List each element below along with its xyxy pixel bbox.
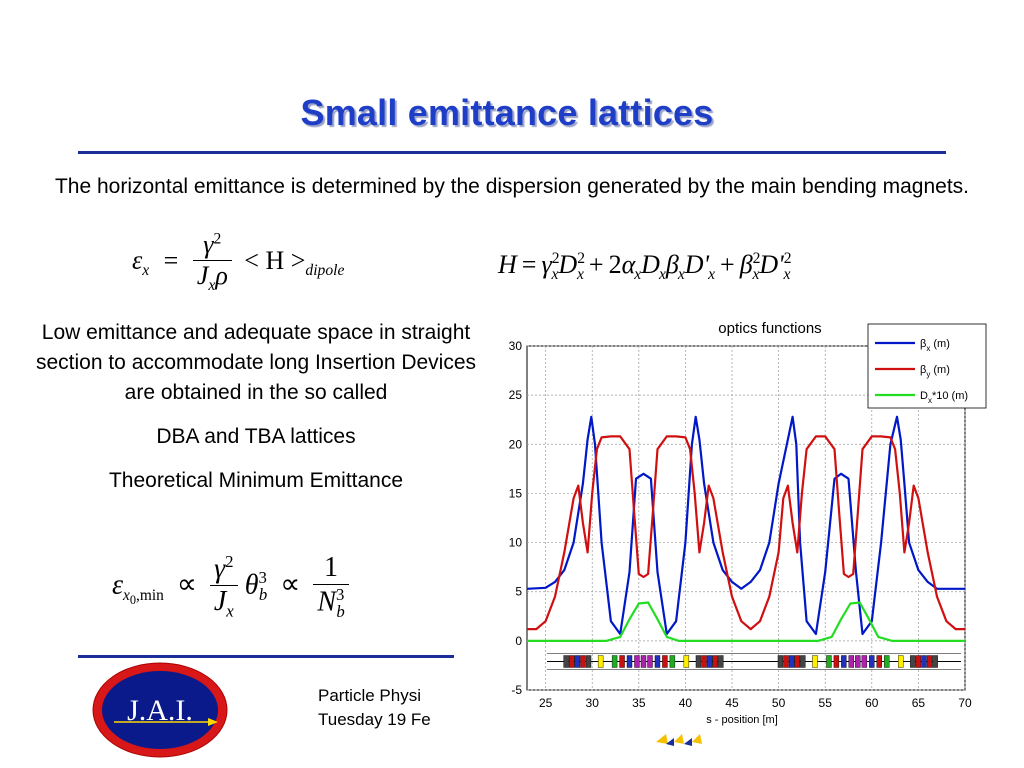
y-tick-label: -5 — [511, 683, 522, 697]
magnet-element — [563, 655, 569, 668]
magnet-element — [640, 655, 647, 668]
y-tick-label: 10 — [509, 536, 523, 550]
x-axis-label: s - position [m] — [706, 714, 778, 726]
magnet-element — [910, 655, 916, 668]
magnet-lattice-strip — [547, 653, 961, 670]
chart-title: optics functions — [718, 320, 821, 337]
magnet-element — [634, 655, 640, 668]
magnet-element — [855, 655, 861, 668]
left-text-column: Low emittance and adequate space in stra… — [22, 318, 490, 510]
magnet-element — [706, 655, 713, 668]
magnet-element — [683, 655, 690, 668]
magnet-element — [841, 655, 847, 668]
x-tick-label: 35 — [632, 696, 646, 710]
magnet-element — [712, 655, 718, 668]
magnet-element — [812, 655, 818, 668]
magnet-element — [718, 655, 724, 668]
magnet-element — [654, 655, 661, 668]
magnet-element — [580, 655, 586, 668]
footer-line-2: Tuesday 19 Fe — [318, 710, 431, 729]
x-tick-label: 60 — [865, 696, 879, 710]
magnet-element — [876, 655, 882, 668]
magnet-element — [662, 655, 668, 668]
series-line-y-beta — [527, 435, 965, 631]
magnet-element — [777, 655, 784, 668]
chart-series — [526, 415, 965, 642]
y-tick-label: 25 — [509, 388, 523, 402]
magnet-element — [884, 655, 890, 668]
magnet-element — [897, 655, 904, 668]
magnet-element — [869, 655, 875, 668]
magnet-element — [826, 655, 832, 668]
footer-line-1: Particle Physi — [318, 686, 421, 705]
sponsor-logo-fragment — [656, 734, 702, 746]
slide-title: Small emittance lattices — [300, 92, 714, 133]
y-tick-label: 30 — [509, 339, 523, 353]
y-tick-label: 5 — [515, 585, 522, 599]
legend-label: βx (m) — [920, 338, 950, 353]
chart-ticks: 25 30 35 40 45 50 55 60 65 70 -5 0 5 10 15 20 25 30 — [509, 339, 972, 710]
magnet-element — [848, 655, 855, 668]
x-tick-label: 65 — [912, 696, 926, 710]
magnet-element — [569, 655, 575, 668]
magnet-element — [574, 655, 581, 668]
emittance-equation: εx = γ2 Jxρ < H >dipole — [132, 230, 345, 295]
chart-legend: βx (m) βy (m) Dx*10 (m) — [867, 323, 987, 409]
title-divider — [78, 151, 946, 154]
x-tick-label: 50 — [772, 696, 786, 710]
y-tick-label: 0 — [515, 634, 522, 648]
y-tick-label: 15 — [509, 486, 523, 500]
magnet-element — [833, 655, 840, 668]
magnet-element — [800, 655, 806, 668]
x-tick-label: 70 — [958, 696, 972, 710]
legend-label: Dx*10 (m) — [920, 390, 968, 405]
legend-box — [867, 323, 987, 409]
magnet-element — [701, 655, 707, 668]
x-tick-label: 25 — [539, 696, 553, 710]
magnet-element — [619, 655, 625, 668]
logo-text: J.A.I. — [127, 694, 193, 727]
magnet-element — [669, 655, 676, 668]
series-line-x-beta — [526, 415, 965, 636]
magnet-element — [794, 655, 800, 668]
lattice-description: Low emittance and adequate space in stra… — [35, 321, 477, 404]
x-tick-label: 55 — [819, 696, 833, 710]
x-tick-label: 40 — [679, 696, 693, 710]
x-tick-label: 30 — [586, 696, 600, 710]
magnet-element — [788, 655, 795, 668]
magnet-element — [626, 655, 633, 668]
magnet-element — [915, 655, 922, 668]
magnet-element — [926, 655, 933, 668]
optics-functions-chart: optics functions 25 30 35 40 45 50 55 60 65 70 -5 0… — [490, 314, 990, 730]
intro-text: The horizontal emittance is determined b… — [54, 175, 970, 198]
tme-equation: εx0,min ∝ γ2 Jx θ3b ∝ 1 N3b — [112, 552, 349, 622]
magnet-element — [932, 655, 938, 668]
magnet-element — [611, 655, 618, 668]
x-tick-label: 45 — [725, 696, 739, 710]
legend-label: βy (m) — [920, 364, 950, 379]
series-line-x-dispersion — [527, 601, 965, 642]
h-function-equation: H = γ2xD2x +2αxDxβxD'x + β2xD'2x — [498, 250, 792, 284]
magnet-element — [921, 655, 927, 668]
magnet-element — [597, 655, 604, 668]
tme-label: Theoretical Minimum Emittance — [108, 469, 404, 492]
y-tick-label: 20 — [509, 437, 523, 451]
magnet-element — [647, 655, 653, 668]
magnet-element — [861, 655, 868, 668]
magnet-element — [585, 655, 592, 668]
dba-tba-label: DBA and TBA lattices — [156, 425, 356, 448]
magnet-element — [695, 655, 702, 668]
footer-divider — [78, 655, 454, 658]
magnet-element — [783, 655, 789, 668]
jai-logo: J.A.I. — [92, 662, 228, 758]
